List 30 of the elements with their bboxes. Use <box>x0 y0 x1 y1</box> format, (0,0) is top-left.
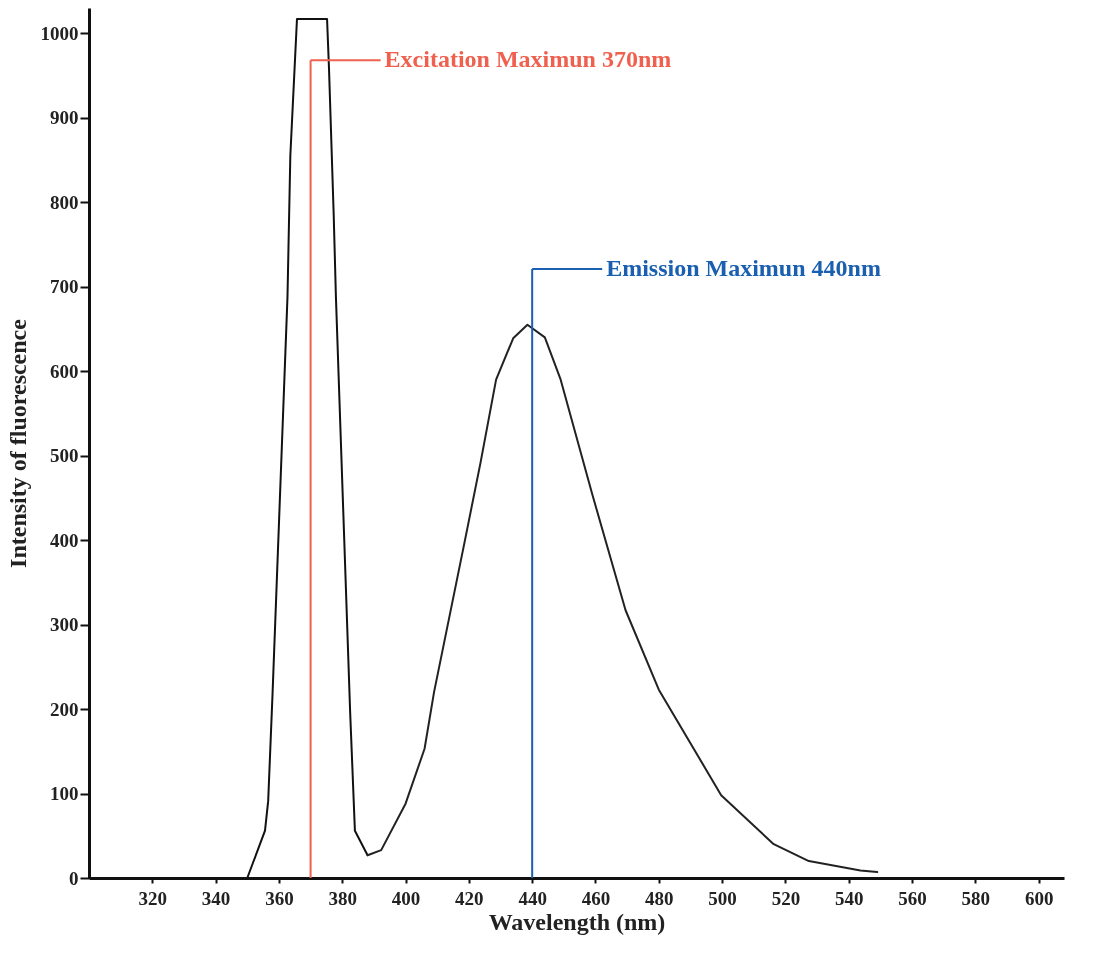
y-tick-label: 300 <box>50 614 79 636</box>
x-tick-label: 480 <box>645 887 674 909</box>
x-tick-label: 320 <box>138 887 168 909</box>
y-axis-title: Intensity of fluorescence <box>4 318 31 568</box>
x-tick-label: 460 <box>581 887 611 909</box>
x-axis-title: Wavelength (nm) <box>488 908 666 935</box>
x-tick-label: 360 <box>265 887 294 909</box>
x-tick-label: 520 <box>771 887 801 909</box>
x-tick-label: 420 <box>455 887 484 909</box>
y-tick-label: 100 <box>50 783 79 805</box>
y-tick-label: 400 <box>50 529 79 551</box>
y-tick-label: 700 <box>50 276 79 298</box>
ref-line-label: Emission Maximun 440nm <box>606 255 881 281</box>
x-tick-label: 600 <box>1024 887 1054 909</box>
y-tick-label: 800 <box>50 191 79 213</box>
y-tick-label: 900 <box>50 107 79 129</box>
x-tick-label: 440 <box>518 887 547 909</box>
x-tick-label: 400 <box>391 887 421 909</box>
x-tick-label: 560 <box>898 887 927 909</box>
x-tick-label: 540 <box>834 887 864 909</box>
ref-line-label: Excitation Maximun 370nm <box>384 46 672 73</box>
x-tick-label: 380 <box>328 887 357 909</box>
y-tick-label: 0 <box>69 867 79 889</box>
y-tick-label: 500 <box>50 445 79 467</box>
y-tick-label: 200 <box>50 698 79 720</box>
x-tick-label: 580 <box>961 887 991 909</box>
y-tick-label: 1000 <box>40 22 79 44</box>
x-tick-label: 500 <box>708 887 737 909</box>
x-tick-label: 340 <box>201 887 231 909</box>
y-tick-label: 600 <box>50 360 79 382</box>
